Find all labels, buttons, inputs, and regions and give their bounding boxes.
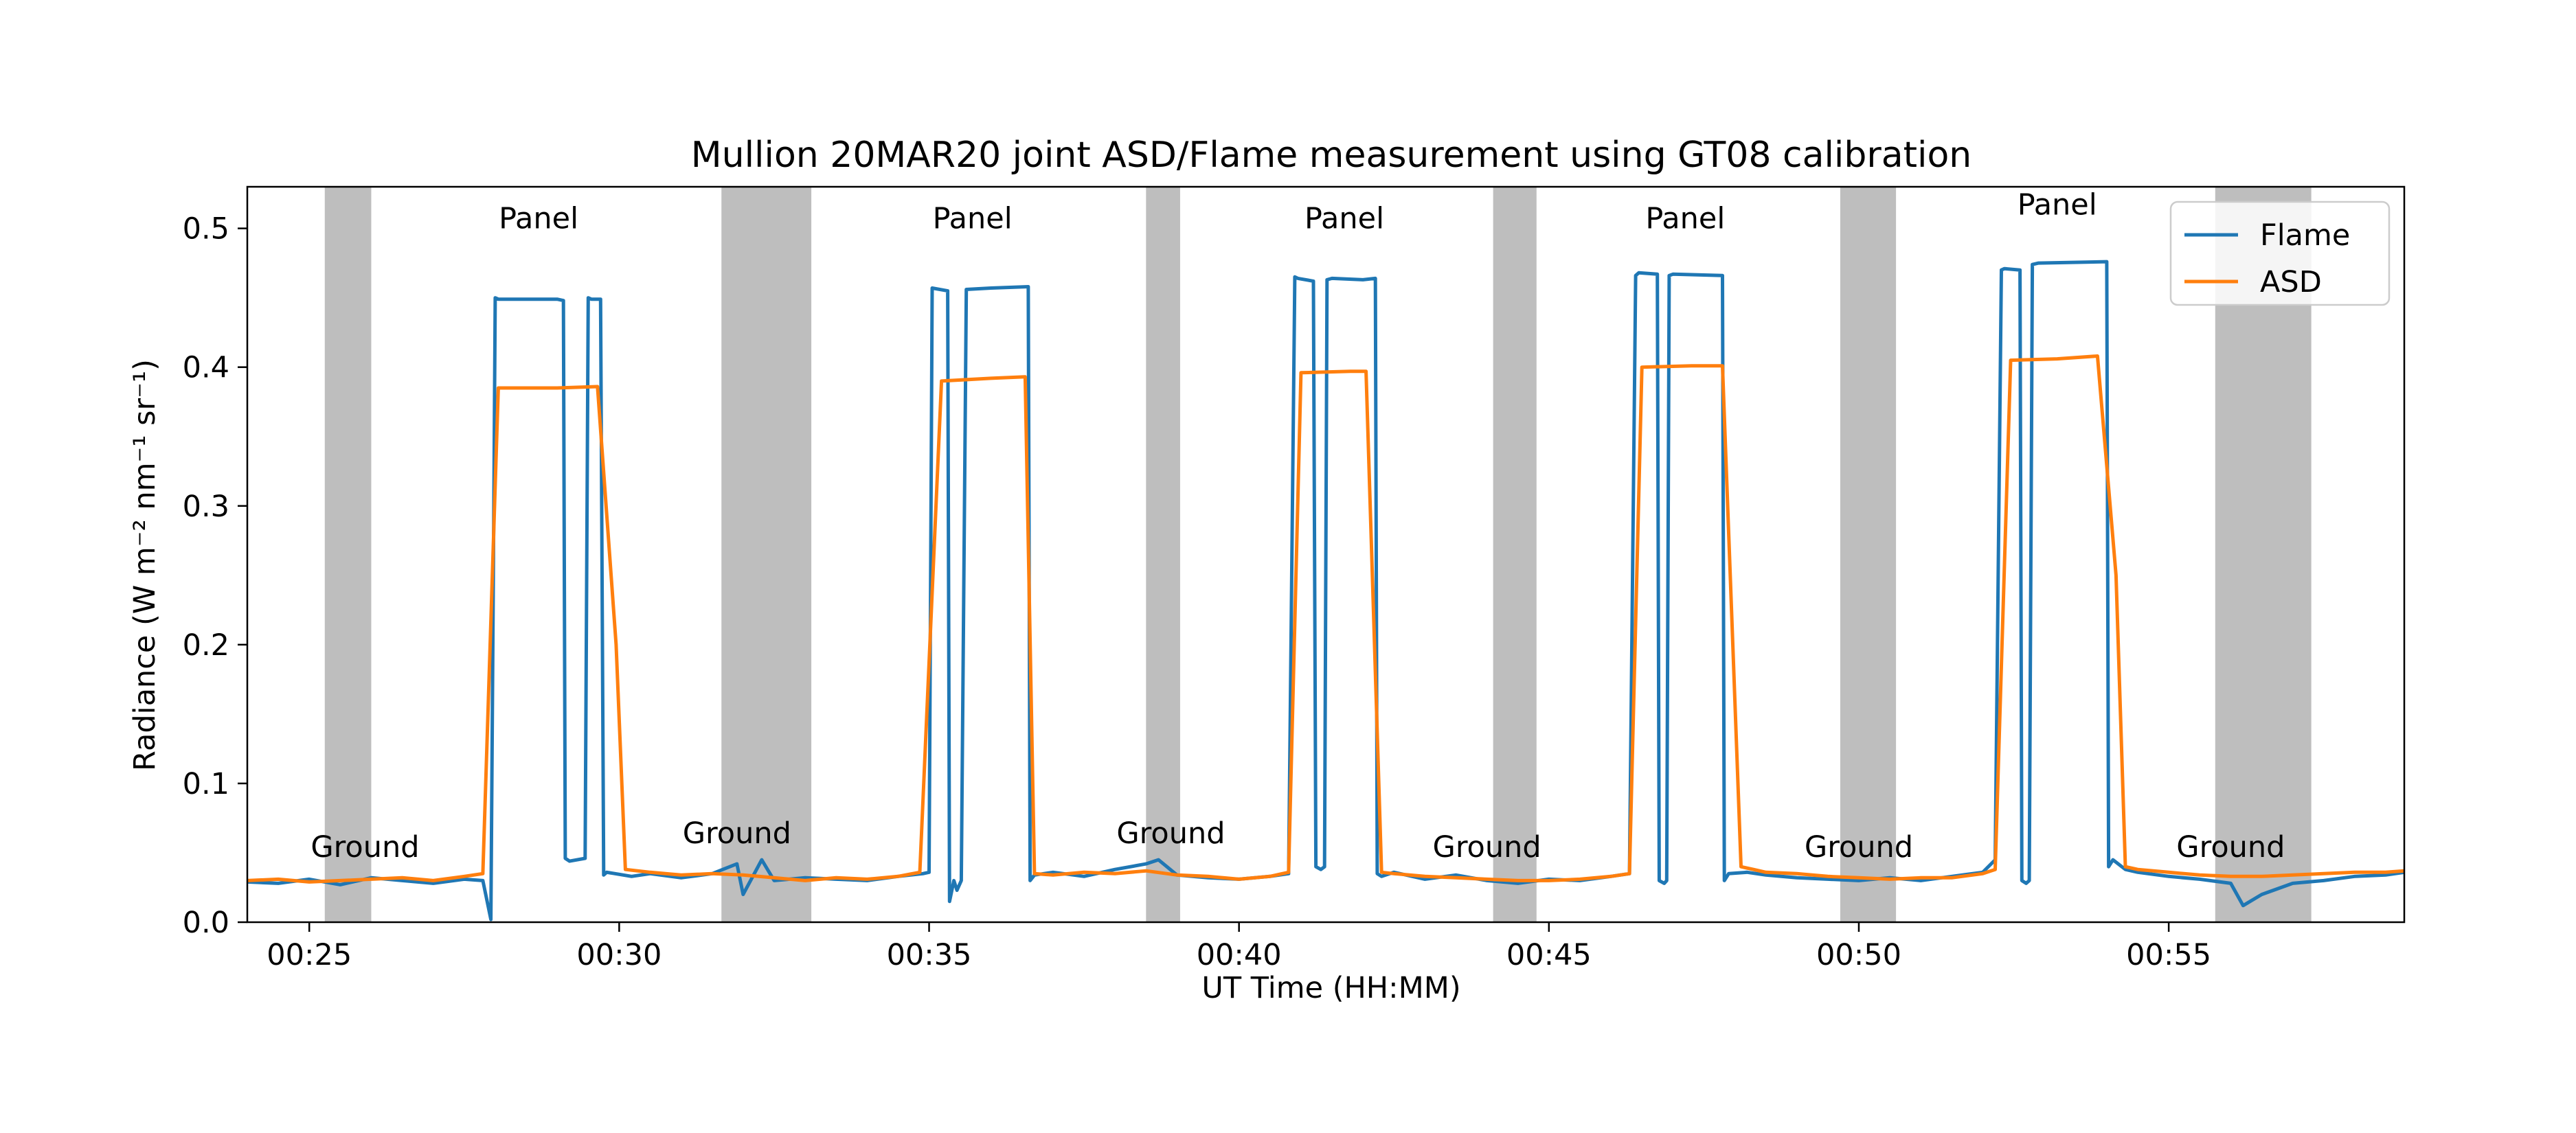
annotation-panel: Panel xyxy=(499,202,578,236)
legend-box xyxy=(2169,201,2391,306)
legend-label-flame: Flame xyxy=(2260,218,2350,253)
y-tick-label: 0.4 xyxy=(183,351,229,385)
y-tick-label: 0.0 xyxy=(183,906,229,940)
y-tick-label: 0.3 xyxy=(183,490,229,524)
shaded-region-1 xyxy=(721,187,812,922)
annotation-panel: Panel xyxy=(1645,202,1725,236)
series-line-asd xyxy=(247,354,2404,884)
annotation-ground: Ground xyxy=(2176,830,2285,865)
y-tick-label: 0.1 xyxy=(183,767,229,801)
annotation-ground: Ground xyxy=(1433,830,1541,865)
x-tick-label: 00:25 xyxy=(267,938,352,972)
x-tick-label: 00:40 xyxy=(1197,938,1282,972)
annotation-ground: Ground xyxy=(310,830,419,865)
shaded-region-4 xyxy=(1840,187,1897,922)
shaded-region-3 xyxy=(1493,187,1537,922)
annotation-ground: Ground xyxy=(1805,830,1913,865)
x-axis-label: UT Time (HH:MM) xyxy=(1201,971,1460,1005)
x-tick-label: 00:50 xyxy=(1816,938,1901,972)
annotation-panel: Panel xyxy=(1304,202,1384,236)
chart-title: Mullion 20MAR20 joint ASD/Flame measurem… xyxy=(691,135,1971,176)
x-tick-label: 00:30 xyxy=(576,938,662,972)
y-tick-label: 0.5 xyxy=(183,212,229,247)
series-line-flame xyxy=(247,260,2404,922)
x-tick-label: 00:55 xyxy=(2126,938,2211,972)
annotation-ground: Ground xyxy=(1116,816,1225,851)
shaded-region-5 xyxy=(2215,187,2312,922)
plot-frame xyxy=(246,185,2406,924)
shaded-region-0 xyxy=(324,187,372,922)
legend-label-asd: ASD xyxy=(2260,265,2322,299)
annotation-ground: Ground xyxy=(683,816,791,851)
plot-area: 00:25 00:30 00:35 00:40 00:45 00:50 00:55 0.0 0.… xyxy=(183,185,2406,972)
shaded-region-2 xyxy=(1146,187,1180,922)
annotation-panel: Panel xyxy=(933,202,1013,236)
annotation-panel: Panel xyxy=(2018,187,2097,222)
y-tick-label: 0.2 xyxy=(183,628,229,663)
y-axis-label: Radiance (W m⁻² nm⁻¹ sr⁻¹) xyxy=(128,359,162,771)
x-tick-label: 00:45 xyxy=(1506,938,1592,972)
x-tick-label: 00:35 xyxy=(887,938,972,972)
